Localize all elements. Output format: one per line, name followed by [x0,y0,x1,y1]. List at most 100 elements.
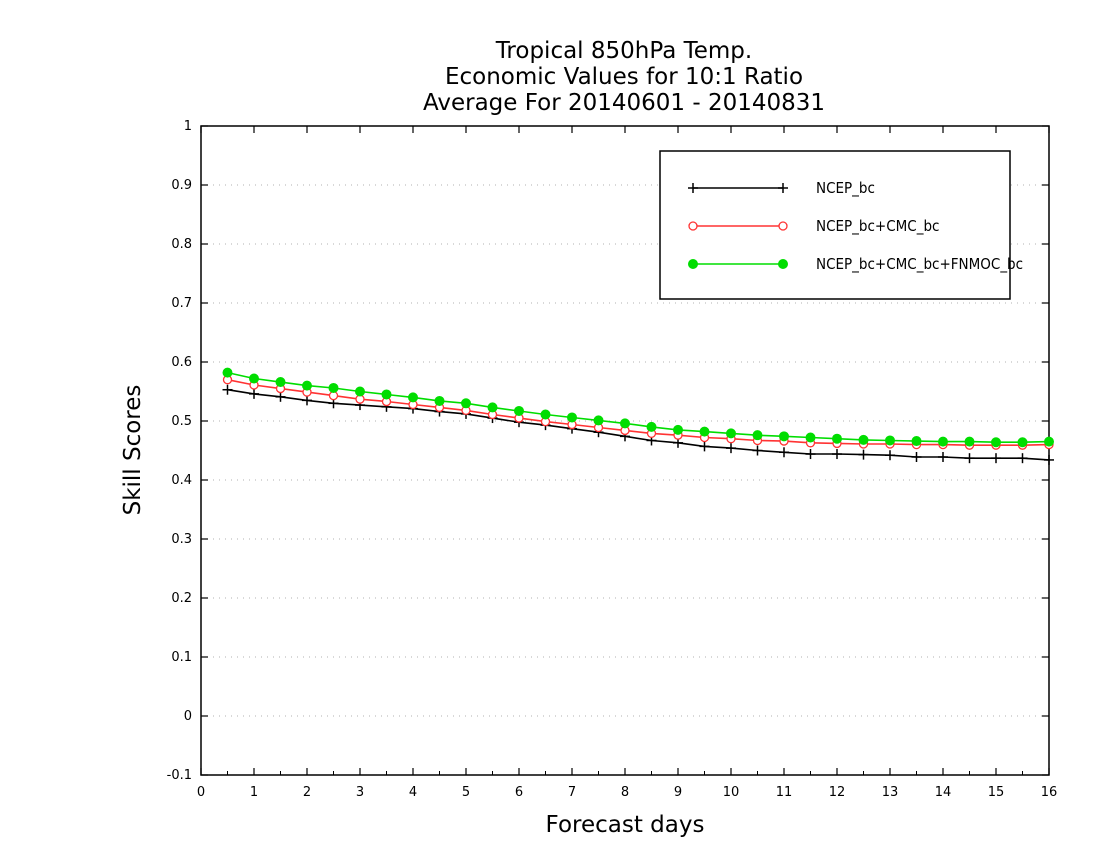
data-point [249,373,259,384]
data-point [752,430,763,441]
data-point [832,449,842,460]
y-tick-label: 0.4 [171,473,192,488]
data-point [1017,437,1028,448]
legend-entries: NCEP_bc NCEP_bc+CMC_bc NCEP_bc+CMC_bc+FNMO… [688,179,1023,274]
x-tick-label: 8 [621,785,629,800]
y-tick-label: 0.8 [171,237,192,252]
legend-label: NCEP_bc+CMC_bc+FNMOC_bc [816,255,1023,274]
data-point [1017,453,1028,464]
legend-label: NCEP_bc+CMC_bc [816,217,939,236]
x-tick-label: 7 [568,785,576,800]
plot-frame [200,125,1050,776]
legend-box [659,150,1011,300]
data-point [832,433,842,444]
data-point [434,395,445,406]
y-tick-label: 0.2 [171,591,192,606]
data-point [911,451,922,462]
data-point [408,392,418,403]
data-point [222,384,233,395]
x-tick-label: 9 [674,785,682,800]
series-3 [222,367,1054,448]
legend-entry: NCEP_bc+CMC_bc+FNMOC_bc [688,255,1023,274]
legend-entry: NCEP_bc [688,179,875,198]
data-point [726,428,736,439]
data-point [222,367,233,378]
data-point [858,434,869,445]
data-point [514,405,524,416]
x-tick-label: 0 [197,785,205,800]
data-point [858,449,869,460]
data-point [487,402,498,413]
x-tick-label: 13 [882,785,899,800]
legend-marker [688,259,698,269]
x-tick-label: 3 [356,785,364,800]
data-point [275,377,286,388]
title-line-1: Tropical 850hPa Temp. [495,38,752,64]
y-axis-ticks: -0.1 0 0.1 0.2 0.3 0.4 0.5 0.6 0.7 0.8 0.9 1 [167,119,1049,783]
data-point [302,380,312,391]
y-tick-label: 0.7 [171,296,192,311]
x-axis-title: Forecast days [546,812,705,838]
title-line-3: Average For 20140601 - 20140831 [423,90,825,116]
x-tick-label: 10 [723,785,740,800]
data-point [991,453,1001,464]
legend-marker [778,183,788,193]
y-tick-label: 0.1 [171,650,192,665]
chart-title: Tropical 850hPa Temp. Economic Values fo… [423,38,825,116]
data-point [249,388,259,399]
data-point [885,435,895,446]
data-point [964,453,975,464]
x-tick-label: 2 [303,785,311,800]
data-point [567,412,577,423]
x-tick-label: 4 [409,785,417,800]
x-tick-label: 11 [776,785,793,800]
y-tick-label: 0.3 [171,532,192,547]
legend-entry: NCEP_bc+CMC_bc [688,217,939,236]
data-point [964,436,975,447]
y-tick-label: 0.9 [171,178,192,193]
data-point [593,415,604,426]
y-axis-title: Skill Scores [120,385,146,516]
data-point [540,409,551,420]
data-point [355,386,365,397]
legend-marker [778,259,788,269]
series-layer [222,367,1054,465]
y-tick-label: 1 [184,119,192,134]
y-tick-label: 0 [184,709,192,724]
data-point [328,382,339,393]
x-tick-label: 15 [988,785,1005,800]
data-point [275,391,286,402]
x-tick-label: 12 [829,785,846,800]
data-point [805,449,816,460]
legend: NCEP_bc NCEP_bc+CMC_bc NCEP_bc+CMC_bc+FNMO… [659,150,1023,300]
data-point [1044,454,1054,465]
x-axis-ticks: 0 1 2 3 4 5 6 7 8 9 10 11 12 13 14 15 16 [197,126,1057,800]
data-point [938,451,948,462]
data-point [991,437,1001,448]
data-point [885,450,895,461]
data-point [646,421,657,432]
data-point [699,441,710,452]
legend-marker [778,221,788,231]
data-point [699,426,710,437]
data-point [779,447,789,458]
y-tick-label: -0.1 [167,768,192,783]
data-point [779,431,789,442]
data-point [911,436,922,447]
y-tick-label: 0.5 [171,414,192,429]
data-point [673,424,683,435]
x-tick-label: 1 [250,785,258,800]
legend-marker [688,221,698,231]
data-point [381,389,392,400]
y-tick-label: 0.6 [171,355,192,370]
title-line-2: Economic Values for 10:1 Ratio [445,64,803,90]
x-tick-label: 16 [1041,785,1058,800]
data-point [726,443,736,454]
data-point [805,432,816,443]
legend-label: NCEP_bc [816,179,875,198]
data-point [752,445,763,456]
x-tick-label: 6 [515,785,523,800]
data-point [302,395,312,406]
data-point [1044,436,1054,447]
